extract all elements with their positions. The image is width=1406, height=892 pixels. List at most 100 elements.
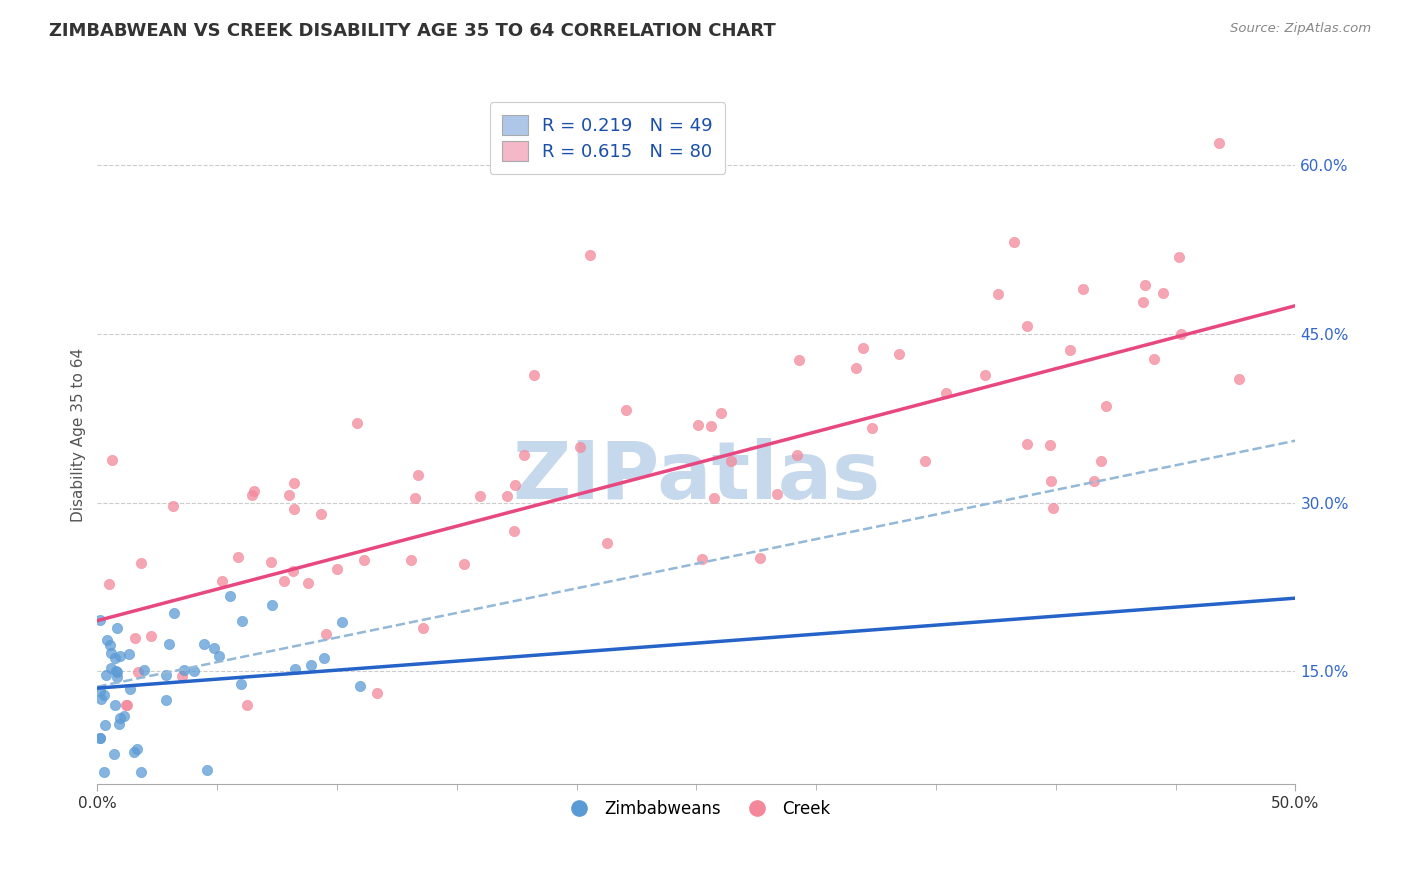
Point [105,664,128,678]
Point [219,589,242,603]
Point [193,637,215,651]
Point [96,668,118,682]
Point [987,287,1010,301]
Point [1015,319,1038,334]
Point [115,698,138,712]
Point [523,368,546,382]
Text: ZIPatlas: ZIPatlas [512,438,880,516]
Point [283,501,305,516]
Point [170,669,193,683]
Point [118,648,141,662]
Point [284,662,307,676]
Point [100,638,122,652]
Point [110,711,132,725]
Point [139,629,162,643]
Point [105,621,128,635]
Point [195,763,218,777]
Point [1015,436,1038,450]
Point [89,731,111,746]
Point [748,550,770,565]
Point [236,698,259,712]
Point [155,693,177,707]
Point [1168,250,1191,264]
Point [112,709,135,723]
Point [243,484,266,499]
Point [98,576,121,591]
Point [503,478,526,492]
Point [404,491,426,506]
Point [211,574,233,588]
Legend: Zimbabweans, Creek: Zimbabweans, Creek [555,793,837,824]
Point [105,670,128,684]
Point [789,352,811,367]
Point [124,745,146,759]
Point [1090,454,1112,468]
Point [595,536,617,550]
Text: ZIMBABWEAN VS CREEK DISABILITY AGE 35 TO 64 CORRELATION CHART: ZIMBABWEAN VS CREEK DISABILITY AGE 35 TO… [49,22,776,40]
Point [96,632,118,647]
Point [502,524,524,538]
Point [155,667,177,681]
Point [1170,327,1192,342]
Point [129,556,152,570]
Point [786,448,808,462]
Point [614,402,637,417]
Point [162,500,184,514]
Point [495,489,517,503]
Point [163,607,186,621]
Point [1095,399,1118,413]
Point [262,599,284,613]
Point [134,663,156,677]
Point [101,453,124,467]
Point [103,747,125,761]
Point [127,742,149,756]
Point [366,686,388,700]
Point [315,627,337,641]
Point [845,361,868,376]
Point [1133,278,1156,293]
Point [1073,282,1095,296]
Point [703,491,725,505]
Point [312,651,335,665]
Point [105,665,128,679]
Point [309,507,332,521]
Point [349,679,371,693]
Point [330,615,353,629]
Point [94,718,117,732]
Point [89,613,111,627]
Point [579,248,602,262]
Point [1132,295,1154,310]
Point [346,416,368,430]
Point [453,557,475,571]
Point [1083,474,1105,488]
Point [297,575,319,590]
Point [273,574,295,589]
Point [100,646,122,660]
Point [240,488,263,502]
Point [299,657,322,672]
Point [260,555,283,569]
Point [229,677,252,691]
Point [89,683,111,698]
Point [124,631,146,645]
Point [513,448,536,462]
Point [325,562,347,576]
Point [1059,343,1081,357]
Point [353,553,375,567]
Point [93,688,115,702]
Point [914,454,936,468]
Point [860,420,883,434]
Point [1227,372,1250,386]
Point [1039,438,1062,452]
Point [173,663,195,677]
Point [90,692,112,706]
Point [208,648,231,663]
Point [100,661,122,675]
Y-axis label: Disability Age 35 to 64: Disability Age 35 to 64 [72,348,86,522]
Point [1208,136,1230,150]
Point [1143,351,1166,366]
Point [157,637,180,651]
Point [115,698,138,712]
Point [108,648,131,663]
Point [127,665,149,680]
